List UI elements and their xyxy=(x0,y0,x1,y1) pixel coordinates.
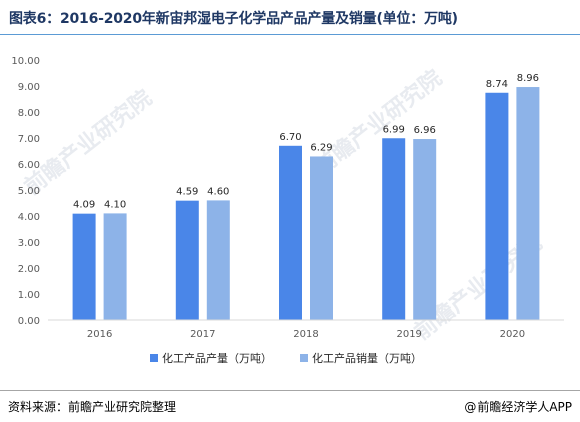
data-label: 8.74 xyxy=(486,79,508,90)
data-label: 4.59 xyxy=(176,187,198,198)
bar-chart: 0.00 1.00 2.00 3.00 4.00 5.00 6.00 7.00 8.00 9.00… xyxy=(11,56,564,365)
bar xyxy=(310,156,333,320)
data-label: 4.09 xyxy=(73,200,95,211)
bar xyxy=(206,200,230,320)
bars: 4.09 4.10 4.59 4.60 6.70 6.29 6.99 6.96 8.74 8.96 xyxy=(72,73,540,320)
legend-label: 化工产品销量（万吨） xyxy=(312,351,422,365)
y-tick-label: 7.00 xyxy=(18,134,40,145)
y-tick-label: 5.00 xyxy=(18,186,40,197)
data-label: 4.60 xyxy=(207,186,229,197)
y-tick-label: 6.00 xyxy=(18,160,40,171)
legend-label: 化工产品产量（万吨） xyxy=(162,351,272,365)
y-tick-label: 2.00 xyxy=(18,264,40,275)
y-tick-label: 4.00 xyxy=(18,212,40,223)
bar xyxy=(72,213,96,320)
source-note: 资料来源：前瞻产业研究院整理 xyxy=(8,400,177,414)
footer-divider xyxy=(0,390,580,391)
credit: @前瞻经济学人APP xyxy=(464,398,572,415)
data-label: 6.70 xyxy=(279,132,301,143)
legend: 化工产品产量（万吨） 化工产品销量（万吨） xyxy=(150,351,422,365)
x-axis: 2016 2017 2018 2019 2020 xyxy=(48,319,564,340)
data-label: 4.10 xyxy=(104,199,126,210)
y-tick-label: 8.00 xyxy=(18,108,40,119)
bar xyxy=(103,213,127,320)
y-tick-label: 9.00 xyxy=(18,82,40,93)
x-tick-label: 2016 xyxy=(87,329,112,340)
y-tick-label: 10.00 xyxy=(11,56,40,67)
data-label: 6.96 xyxy=(414,125,436,136)
y-tick-label: 0.00 xyxy=(18,316,40,327)
y-tick-label: 3.00 xyxy=(18,238,40,249)
data-label: 6.99 xyxy=(383,124,405,135)
x-tick-label: 2017 xyxy=(190,329,215,340)
title-divider xyxy=(0,34,580,35)
x-tick-label: 2020 xyxy=(500,329,525,340)
credit-label: 前瞻经济学人APP xyxy=(477,400,572,414)
legend-swatch xyxy=(150,354,158,362)
data-label: 6.29 xyxy=(310,142,332,153)
bar xyxy=(485,92,509,320)
y-tick-label: 1.00 xyxy=(18,290,40,301)
data-label: 8.96 xyxy=(517,73,539,84)
x-tick-label: 2018 xyxy=(293,329,318,340)
bar xyxy=(279,145,302,320)
bar xyxy=(382,138,406,320)
bar xyxy=(516,87,540,320)
bar xyxy=(413,139,437,320)
at-icon: @ xyxy=(464,400,477,414)
y-axis: 0.00 1.00 2.00 3.00 4.00 5.00 6.00 7.00 8.00 9.00… xyxy=(11,56,40,327)
bar xyxy=(175,200,199,320)
legend-swatch xyxy=(300,354,308,362)
chart-title: 图表6：2016-2020年新宙邦湿电子化学品产品产量及销量(单位：万吨) xyxy=(9,11,458,27)
x-tick-label: 2019 xyxy=(396,329,421,340)
